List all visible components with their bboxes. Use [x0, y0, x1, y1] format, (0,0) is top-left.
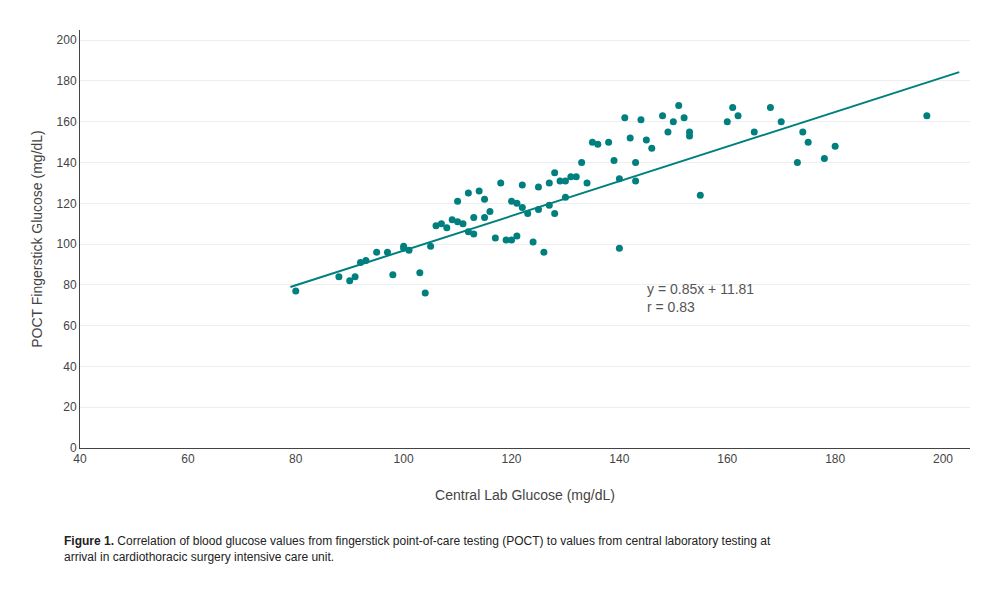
svg-text:160: 160: [717, 452, 737, 466]
svg-text:180: 180: [57, 74, 77, 88]
svg-text:Central Lab Glucose (mg/dL): Central Lab Glucose (mg/dL): [435, 487, 615, 503]
svg-text:40: 40: [73, 452, 87, 466]
svg-text:POCT Fingerstick Glucose (mg/d: POCT Fingerstick Glucose (mg/dL): [29, 130, 45, 348]
svg-text:60: 60: [63, 319, 77, 333]
svg-text:100: 100: [394, 452, 414, 466]
svg-text:80: 80: [63, 278, 77, 292]
svg-text:120: 120: [502, 452, 522, 466]
svg-text:0: 0: [70, 441, 77, 455]
svg-text:160: 160: [57, 115, 77, 129]
svg-text:140: 140: [57, 156, 77, 170]
svg-text:20: 20: [63, 400, 77, 414]
svg-text:y = 0.85x + 11.81r = 0.83: y = 0.85x + 11.81r = 0.83: [647, 281, 754, 315]
svg-text:100: 100: [57, 237, 77, 251]
svg-text:180: 180: [825, 452, 845, 466]
svg-text:200: 200: [57, 33, 77, 47]
svg-text:200: 200: [933, 452, 953, 466]
svg-text:60: 60: [181, 452, 195, 466]
svg-text:Figure 1. Correlation of blood: Figure 1. Correlation of blood glucose v…: [64, 534, 771, 564]
svg-text:80: 80: [289, 452, 303, 466]
svg-text:120: 120: [57, 197, 77, 211]
svg-text:140: 140: [609, 452, 629, 466]
svg-text:40: 40: [63, 360, 77, 374]
